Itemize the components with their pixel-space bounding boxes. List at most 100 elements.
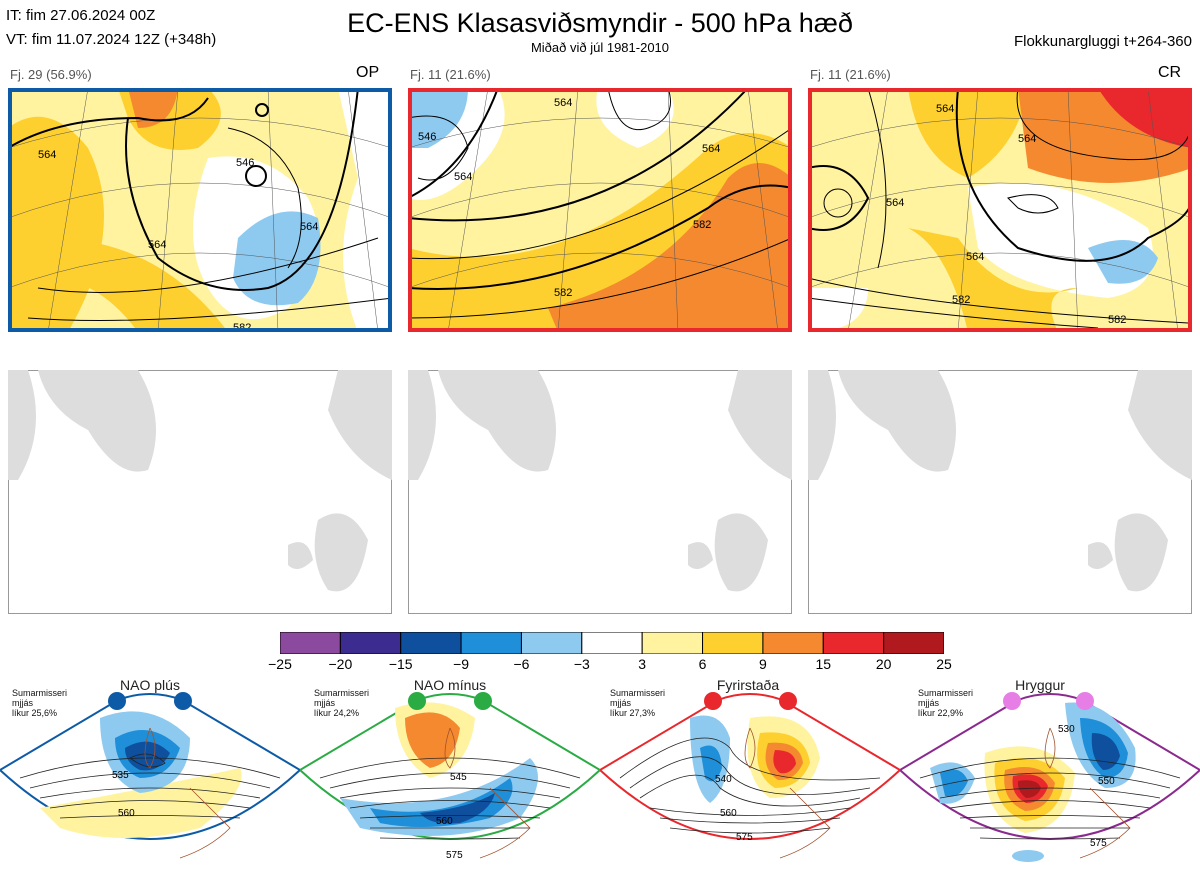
land-mass <box>1088 542 1113 569</box>
regime-marker <box>1076 692 1094 710</box>
regime-note: Sumarmisseri mjjás líkur 25,6% <box>12 688 68 718</box>
anomaly-strong-negative <box>125 741 170 771</box>
colorbar <box>279 631 945 655</box>
colorbar-tick-label: 9 <box>759 656 767 672</box>
panel-3-map: 564 564 564 564 582 582 <box>808 88 1192 332</box>
regime-note: Sumarmisseri mjjás líkur 24,2% <box>314 688 370 718</box>
land-mass <box>688 542 713 569</box>
base-map-1 <box>8 370 392 614</box>
regime-marker <box>1003 692 1021 710</box>
coastlines <box>1044 727 1131 859</box>
anomaly-positive <box>48 238 228 332</box>
contour-label: 564 <box>966 251 984 263</box>
contour-label: 540 <box>715 774 732 785</box>
panel-1-label: Fj. 29 (56.9%) <box>10 67 92 82</box>
anomaly-negative <box>1012 850 1044 862</box>
regime-ridge: 530 550 575 <box>898 678 1200 870</box>
colorbar-cell <box>339 631 402 655</box>
contour-label: 546 <box>418 131 436 143</box>
colorbar-tick-label: −6 <box>513 656 530 672</box>
colorbar-cell <box>520 631 583 655</box>
contour-label: 564 <box>300 221 318 233</box>
regime-blocking: 540 560 575 <box>598 678 902 870</box>
base-map-3 <box>808 370 1192 614</box>
regime-nao-minus: 545 560 575 <box>298 678 602 870</box>
anomaly-neutral <box>808 288 868 332</box>
regime-marker <box>108 692 126 710</box>
panel-1-tag: OP <box>356 64 380 81</box>
contour-label: 582 <box>1108 314 1126 326</box>
land-mass <box>288 542 313 569</box>
colorbar-tick-label: 25 <box>936 656 952 672</box>
contour-label: 550 <box>1098 776 1115 787</box>
anomaly-extreme <box>1017 780 1041 798</box>
regime-title: Fyrirstaða <box>716 677 780 693</box>
contour-label: 575 <box>1090 838 1107 849</box>
contour-label: 564 <box>702 143 720 155</box>
graticule <box>408 88 792 332</box>
anomaly-negative <box>940 769 968 797</box>
anomaly-strong <box>548 163 792 332</box>
regime-marker <box>704 692 722 710</box>
contour-label: 564 <box>886 197 904 209</box>
contour-label: 582 <box>554 287 572 299</box>
base-map-2 <box>408 370 792 614</box>
colorbar-cell <box>883 631 945 655</box>
colorbar-tick-label: −9 <box>453 656 470 672</box>
anomaly-neutral <box>338 88 392 332</box>
regime-marker <box>408 692 426 710</box>
page-title: EC-ENS Klasasviðsmyndir - 500 hPa hæð <box>347 8 853 38</box>
classification-window: Flokkunargluggi t+264-360 <box>1013 33 1192 50</box>
regime-marker <box>474 692 492 710</box>
panel-frame <box>408 88 792 332</box>
colorbar-cell <box>581 631 643 655</box>
anomaly-positive <box>40 768 242 838</box>
land-mass <box>728 370 792 480</box>
anomaly-negative <box>408 88 468 148</box>
contour-label: 564 <box>1018 133 1036 145</box>
colorbar-cell <box>822 631 885 655</box>
land-mass <box>8 370 36 480</box>
colorbar-cell <box>400 631 462 655</box>
contour-label: 535 <box>112 770 129 781</box>
colorbar-cell <box>702 631 764 655</box>
contour-label: 530 <box>1058 724 1075 735</box>
anomaly-intense <box>773 750 796 774</box>
anomaly-positive <box>908 228 1078 332</box>
contour-label: 582 <box>952 294 970 306</box>
contour-label: 575 <box>736 832 753 843</box>
colorbar-cell <box>762 631 824 655</box>
panel-3-label: Fj. 11 (21.6%) <box>810 67 891 82</box>
land-mass <box>1114 513 1168 592</box>
colorbar-tick-label: −15 <box>388 656 413 672</box>
colorbar-tick-label: −25 <box>268 656 292 672</box>
regime-nao-plus: 535 560 <box>0 678 302 870</box>
land-mass <box>38 370 156 472</box>
colorbar-tick-label: −20 <box>328 656 353 672</box>
land-mass <box>808 370 836 480</box>
colorbar-tick-label: 15 <box>815 656 832 672</box>
coastlines <box>744 727 831 859</box>
anomaly-negative <box>700 745 722 782</box>
regime-marker <box>779 692 797 710</box>
contour-label: 560 <box>118 808 135 819</box>
contour-label: 564 <box>454 171 472 183</box>
anomaly-strong <box>405 712 460 768</box>
contour-label: 575 <box>446 850 463 861</box>
contour-label: 564 <box>148 239 166 251</box>
panel-3-tag: CR <box>1158 64 1182 81</box>
contour-label: 564 <box>38 149 56 161</box>
land-mass <box>328 370 392 480</box>
colorbar-tick-label: 6 <box>698 656 707 672</box>
colorbar-cell <box>641 631 704 655</box>
anomaly-negative <box>1088 240 1158 284</box>
land-mass <box>838 370 956 472</box>
panel-1-map: 564 546 564 564 582 <box>8 88 392 332</box>
contour-label: 564 <box>936 103 954 115</box>
land-mass <box>714 513 768 592</box>
panel-frame <box>808 88 1192 332</box>
land-mass <box>408 370 436 480</box>
graticule <box>808 88 1192 332</box>
anomaly-negative <box>233 211 321 306</box>
regime-marker <box>174 692 192 710</box>
